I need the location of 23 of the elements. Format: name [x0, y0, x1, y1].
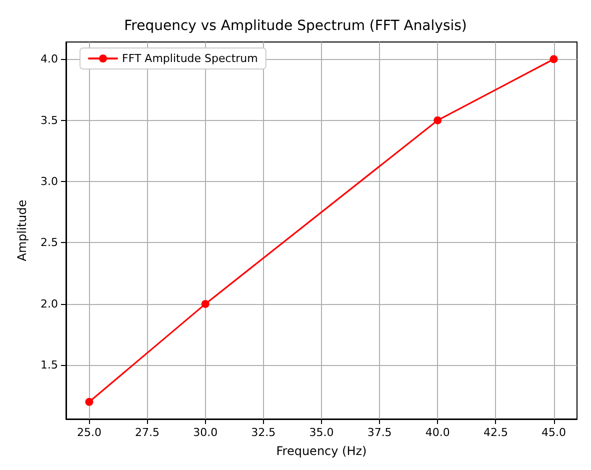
- x-tick-label: 27.5: [135, 426, 160, 439]
- y-tick-label: 3.5: [40, 114, 58, 127]
- y-tick-label: 3.0: [40, 175, 58, 188]
- y-tick-label: 4.0: [40, 52, 58, 66]
- y-tick-label: 1.5: [40, 358, 58, 372]
- chart-title: Frequency vs Amplitude Spectrum (FFT Analysis): [124, 18, 467, 34]
- legend-label: FFT Amplitude Spectrum: [122, 52, 258, 65]
- x-tick-label: 42.5: [483, 426, 508, 439]
- x-tick-label: 45.0: [542, 426, 566, 439]
- x-tick-label: 40.0: [425, 426, 450, 439]
- point: [550, 55, 558, 64]
- y-tick-label: 2.5: [40, 236, 58, 250]
- x-tick-label: 37.5: [367, 426, 392, 439]
- x-axis-title: Frequency (Hz): [276, 444, 367, 458]
- x-tick-label: 25.0: [76, 426, 102, 439]
- y-axis-title: Amplitude: [15, 200, 29, 262]
- x-tick-label: 30.0: [193, 426, 218, 439]
- point: [85, 398, 94, 406]
- x-tick-label: 35.0: [309, 426, 334, 439]
- y-tick-label: 2.0: [40, 297, 58, 310]
- point: [434, 116, 442, 124]
- point: [201, 300, 210, 308]
- x-tick-label: 32.5: [251, 426, 276, 439]
